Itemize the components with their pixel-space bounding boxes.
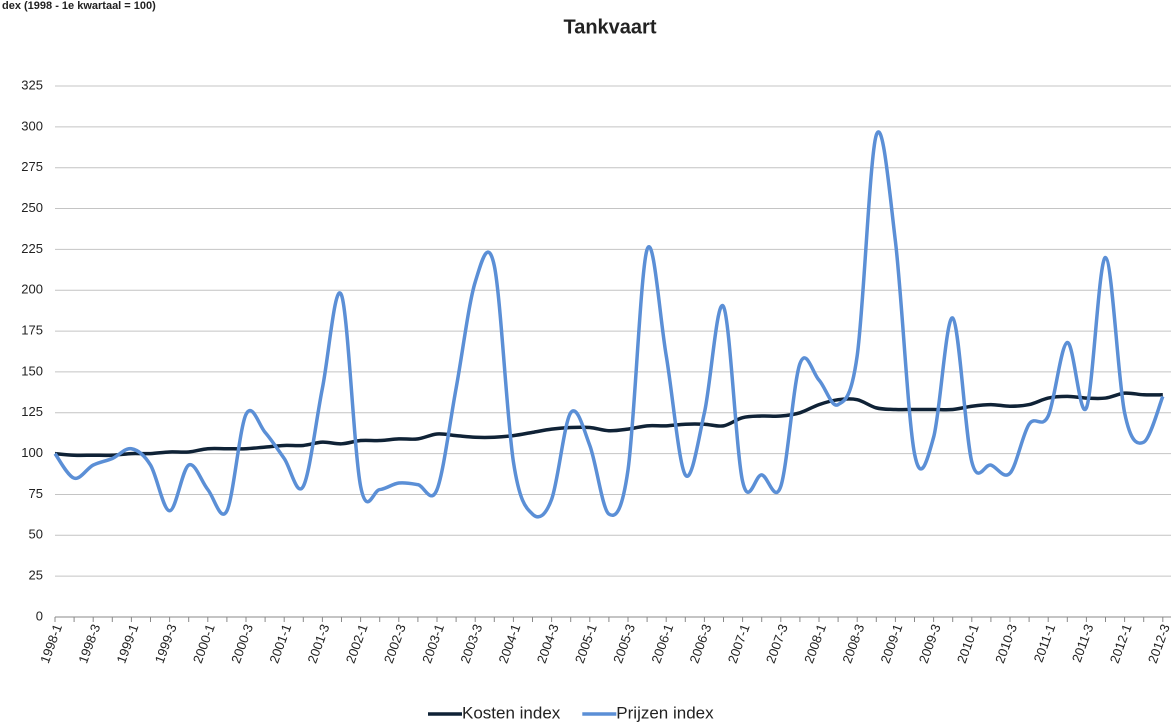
y-axis-label: dex (1998 - 1e kwartaal = 100): [2, 0, 156, 12]
x-tick-label: 2005-1: [572, 622, 600, 665]
y-tick-label: 125: [21, 404, 43, 419]
x-tick-label: 2000-1: [190, 622, 218, 665]
y-tick-label: 225: [21, 241, 43, 256]
y-tick-label: 200: [21, 282, 43, 297]
x-tick-label: 2000-3: [228, 622, 256, 665]
y-tick-label: 175: [21, 323, 43, 338]
x-tick-label: 2010-1: [954, 622, 982, 665]
x-tick-label: 2005-3: [610, 622, 638, 665]
x-tick-label: 1998-1: [37, 622, 65, 665]
x-tick-label: 2008-1: [801, 622, 829, 665]
x-tick-label: 2012-1: [1107, 622, 1135, 665]
x-tick-label: 2009-1: [878, 622, 906, 665]
x-tick-label: 2004-1: [496, 622, 524, 665]
x-tick-label: 2006-1: [648, 622, 676, 665]
x-tick-label: 2003-3: [457, 622, 485, 665]
y-tick-label: 0: [36, 608, 43, 623]
y-tick-label: 25: [29, 568, 43, 583]
series-line: [54, 391, 1163, 458]
x-tick-label: 1998-3: [75, 622, 103, 665]
legend-label: Kosten index: [462, 703, 561, 722]
x-tick-label: 2002-1: [343, 622, 371, 665]
series-line: [53, 130, 1165, 519]
x-tick-label: 2012-3: [1145, 622, 1171, 665]
x-tick-label: 2002-3: [381, 622, 409, 665]
x-tick-label: 2007-1: [725, 622, 753, 665]
x-tick-label: 2011-3: [1069, 622, 1097, 664]
y-tick-label: 150: [21, 363, 43, 378]
x-tick-label: 2001-3: [305, 622, 333, 665]
x-tick-label: 2007-3: [763, 622, 791, 665]
y-tick-label: 75: [29, 486, 43, 501]
x-tick-label: 2010-3: [992, 622, 1020, 665]
x-tick-label: 1999-1: [114, 622, 142, 665]
y-tick-label: 50: [29, 527, 43, 542]
x-tick-label: 2009-3: [916, 622, 944, 665]
x-tick-label: 2004-3: [534, 622, 562, 665]
y-tick-label: 250: [21, 200, 43, 215]
x-tick-label: 2003-1: [419, 622, 447, 665]
x-tick-label: 2011-1: [1031, 622, 1059, 664]
legend-label: Prijzen index: [616, 703, 714, 722]
y-tick-label: 300: [21, 118, 43, 133]
y-tick-label: 325: [21, 77, 43, 92]
x-tick-label: 2006-3: [687, 622, 715, 665]
y-tick-label: 100: [21, 445, 43, 460]
x-tick-label: 2008-3: [839, 622, 867, 665]
x-tick-label: 1999-3: [152, 622, 180, 665]
x-tick-label: 2001-1: [266, 622, 294, 665]
y-tick-label: 275: [21, 159, 43, 174]
chart-title: Tankvaart: [563, 16, 656, 38]
